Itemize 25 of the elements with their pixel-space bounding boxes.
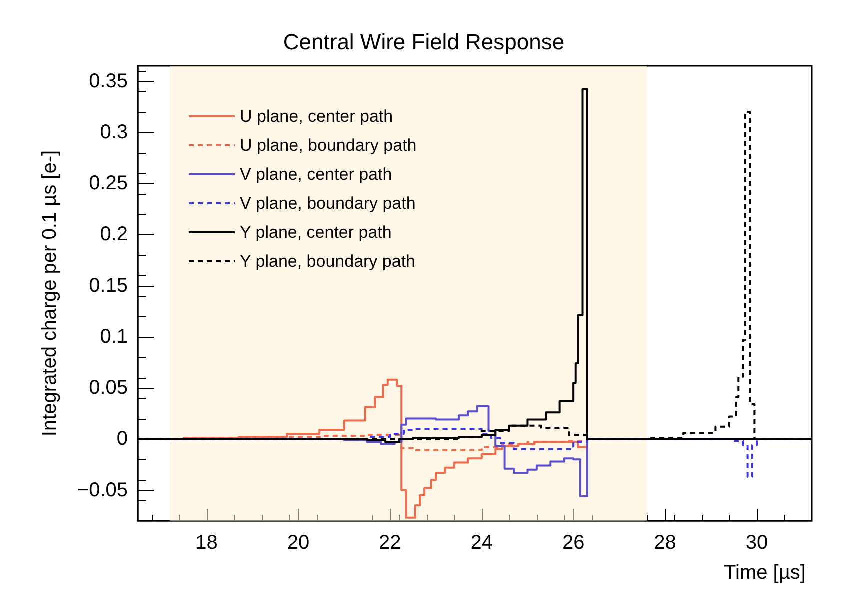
legend-label: U plane, boundary path — [240, 136, 417, 155]
y-tick-label: 0.2 — [100, 224, 128, 246]
y-tick-label: 0.35 — [89, 70, 128, 92]
y-tick-label: 0.1 — [100, 326, 128, 348]
y-tick-label: 0.05 — [89, 377, 128, 400]
x-tick-label: 24 — [470, 532, 494, 554]
legend-label: V plane, boundary path — [240, 194, 416, 213]
y-tick-label: 0 — [116, 428, 128, 450]
legend-label: V plane, center path — [240, 165, 392, 184]
x-tick-label: 20 — [287, 532, 310, 554]
legend-label: Y plane, center path — [240, 223, 392, 242]
x-tick-label: 22 — [379, 532, 402, 554]
legend-label: U plane, center path — [240, 107, 394, 126]
x-tick-label: 28 — [654, 532, 676, 554]
y-tick-label: 0.15 — [89, 274, 128, 297]
legend-label: Y plane, boundary path — [240, 252, 416, 271]
x-tick-label: 18 — [196, 532, 218, 554]
y-axis-title: Integrated charge per 0.1 µs [e-] — [39, 150, 61, 437]
y-tick-label: 0.25 — [89, 172, 128, 195]
chart-title: Central Wire Field Response — [283, 30, 565, 54]
x-tick-label: 26 — [562, 532, 585, 554]
x-axis-title: Time [µs] — [724, 562, 806, 584]
y-tick-label: −0.05 — [77, 479, 128, 502]
y-tick-label: 0.3 — [100, 121, 128, 144]
x-tick-label: 30 — [746, 532, 768, 554]
